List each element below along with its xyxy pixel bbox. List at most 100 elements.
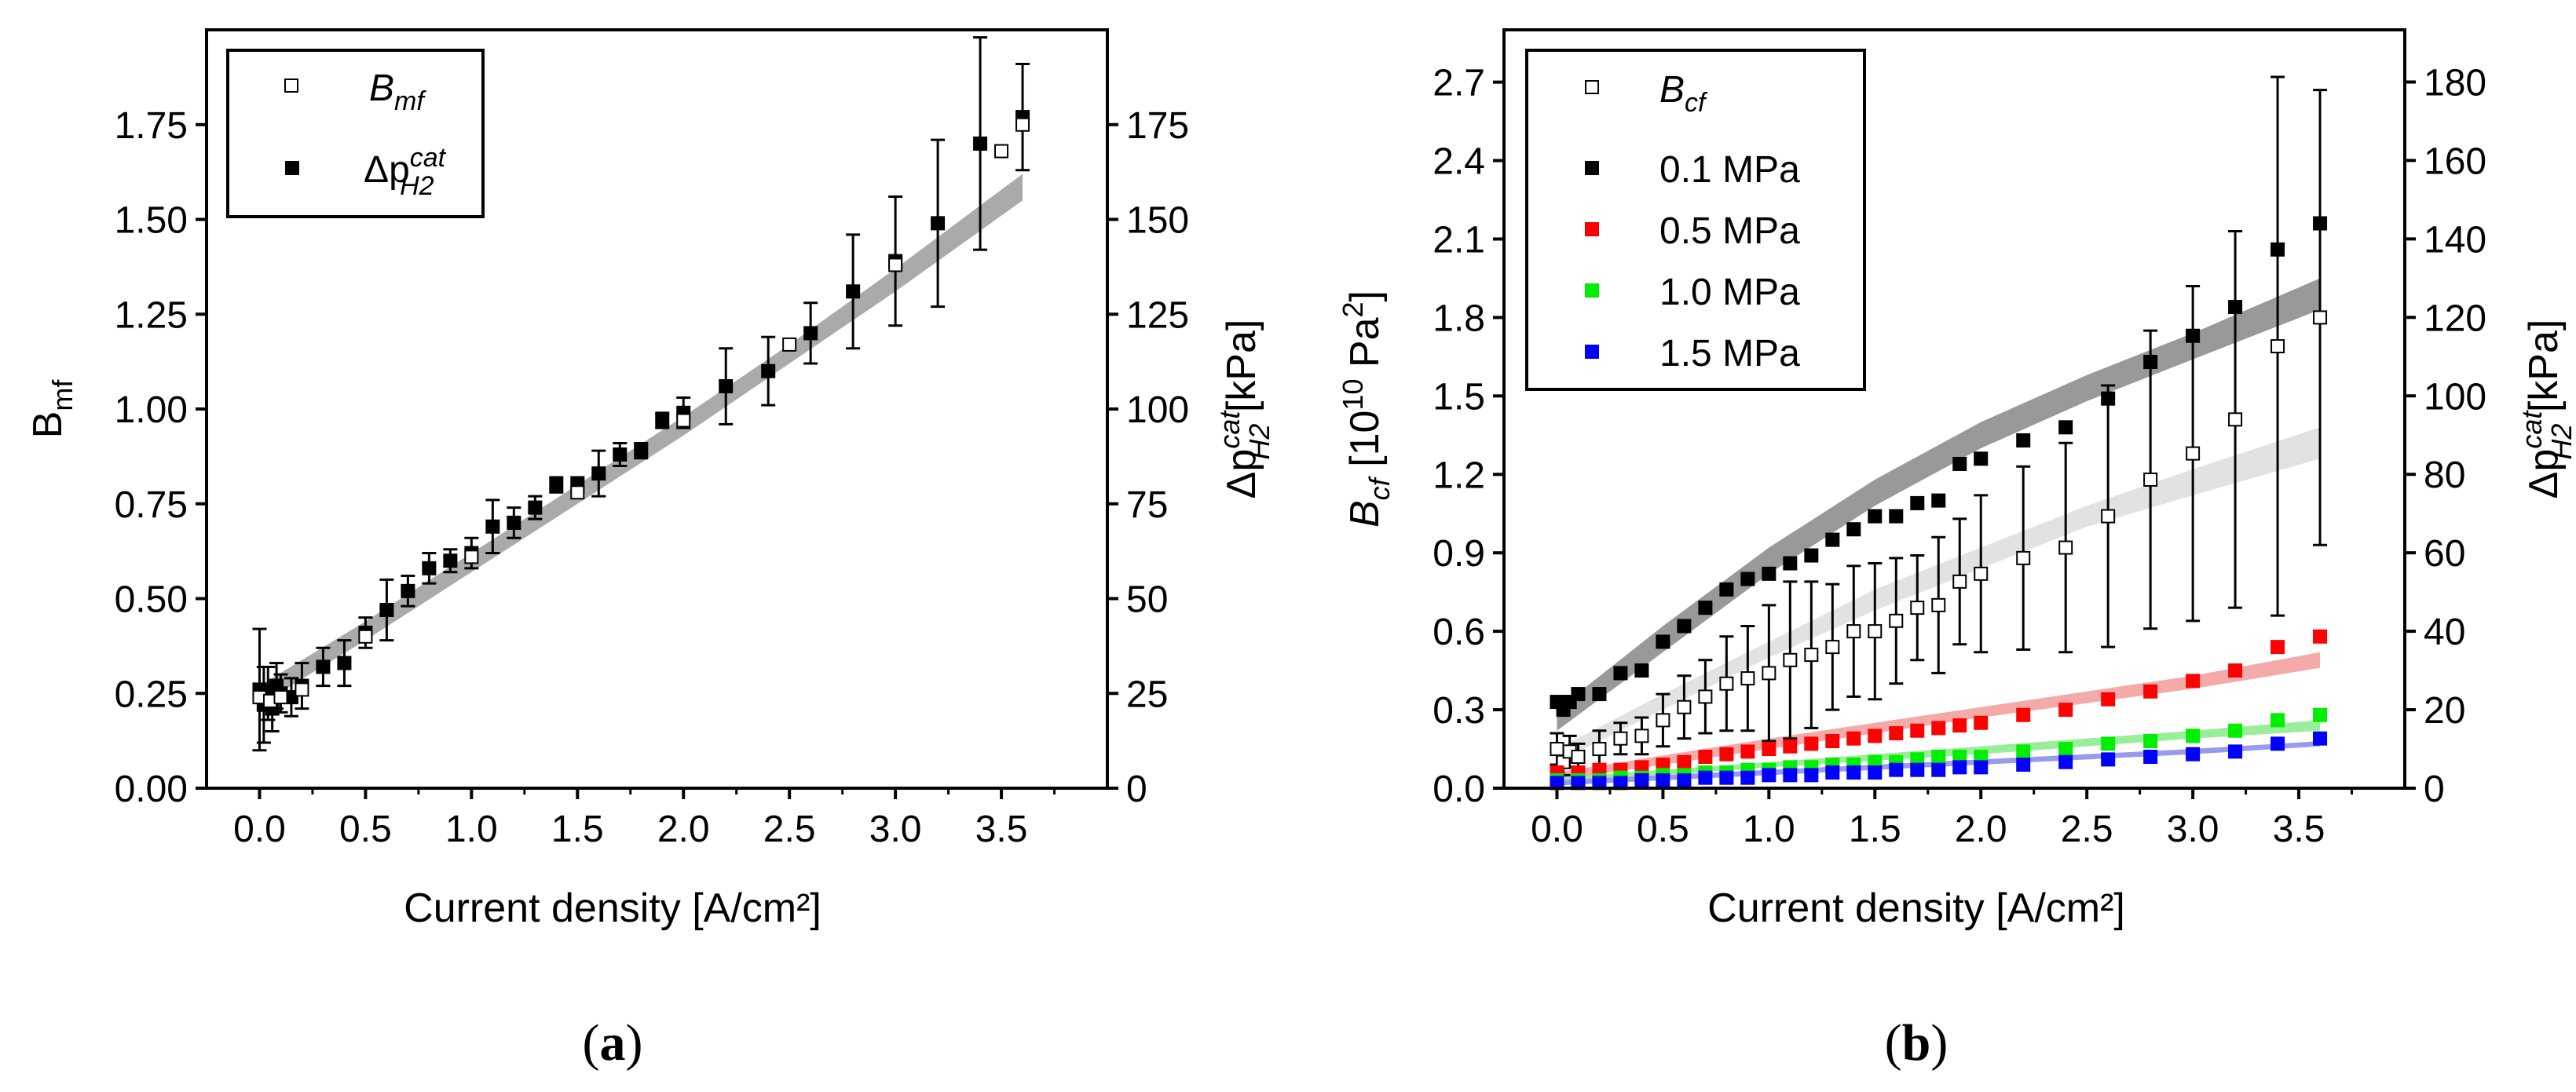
data-point [1889, 726, 1904, 741]
data-point-open [358, 629, 373, 644]
data-point [2058, 754, 2073, 769]
data-point [2016, 707, 2031, 722]
data-point [337, 656, 352, 670]
data-point-open [1719, 676, 1734, 691]
panel-b-y-axis-title: Bcf [1010 Pa2] [1337, 290, 1396, 528]
data-point-open [1804, 648, 1819, 663]
fit-band [1557, 278, 2321, 731]
data-point-open [1613, 731, 1628, 746]
data-point [2313, 629, 2328, 644]
data-point-open [1015, 117, 1030, 132]
data-point [2058, 420, 2073, 435]
data-point [1952, 456, 1967, 471]
panel-b-marks [1550, 75, 2328, 791]
data-point [2228, 744, 2243, 759]
data-point [1804, 768, 1819, 783]
data-point [1846, 522, 1861, 537]
data-point [401, 583, 415, 598]
data-point [1825, 532, 1840, 547]
data-point [1889, 762, 1904, 777]
panel-b-y-ticks: 0.0 0.3 0.6 0.9 1.2 1.5 1.8 2.1 2.4 2.7 [1433, 63, 1504, 810]
data-point [1656, 634, 1670, 649]
data-point-open [1677, 699, 1692, 714]
panel-a-x-ticks: 0.0 0.5 1.0 1.5 2.0 2.5 3.0 3.5 [233, 788, 1056, 850]
data-point [1783, 739, 1798, 754]
data-point-open [273, 690, 288, 705]
data-point [2228, 723, 2243, 738]
panel-b-legend-marker-bcf [1585, 80, 1599, 94]
y-tick-label: 1.00 [115, 389, 188, 431]
x-tick-label: 0.5 [1637, 809, 1689, 850]
data-point [1804, 548, 1819, 563]
data-point [2101, 752, 2116, 767]
data-point-open [1974, 566, 1989, 581]
data-point [1571, 776, 1586, 791]
panel-b-y2-ticks: 0 20 40 60 80 100 120 140 160 180 [2405, 62, 2486, 810]
data-point [1783, 768, 1798, 783]
data-point-open [2058, 540, 2073, 555]
x-tick-label: 2.0 [1955, 809, 2007, 850]
data-point-open [888, 257, 903, 272]
panel-a-legend-box [226, 49, 485, 218]
data-point [316, 659, 331, 674]
y-tick-label: 2.4 [1433, 141, 1485, 183]
data-point-open [676, 413, 691, 428]
x-tick-label: 1.5 [551, 809, 604, 850]
data-point [1910, 495, 1925, 510]
data-point-open [1868, 624, 1883, 639]
x-tick-label: 3.0 [2167, 809, 2219, 850]
data-point [1762, 768, 1776, 783]
data-point [1677, 754, 1692, 769]
y-tick-label: 1.2 [1433, 455, 1485, 496]
data-point [1634, 773, 1649, 788]
data-point [1762, 742, 1776, 757]
data-point [379, 602, 394, 617]
data-point [1762, 566, 1776, 581]
y2-tick-label: 50 [1126, 579, 1168, 621]
panel-a-bands [259, 173, 1023, 705]
data-point [2313, 216, 2328, 231]
panel-a-legend-label-dp: Δpcat H2 [364, 143, 447, 201]
y-tick-label: 0.25 [115, 674, 188, 715]
panel-b-legend-marker-01 [1585, 161, 1599, 175]
y-tick-label: 0.0 [1433, 769, 1485, 810]
y2-tick-label: 140 [2424, 219, 2486, 261]
data-point [1931, 493, 1946, 508]
y2-tick-label: 40 [2424, 612, 2465, 653]
panel-b-legend-marker-15 [1585, 345, 1599, 359]
data-point [634, 444, 649, 458]
data-point [973, 136, 988, 151]
data-point-open [1740, 671, 1755, 686]
data-point [2143, 734, 2158, 749]
data-point [528, 500, 543, 515]
data-point-open [1783, 652, 1798, 667]
data-point [2016, 758, 2031, 772]
data-point-open [1889, 613, 1904, 628]
y-tick-label: 0.9 [1433, 533, 1485, 575]
panel-a-y-ticks: 0.00 0.25 0.50 0.75 1.00 1.25 1.50 1.75 [115, 105, 207, 810]
data-point [1952, 718, 1967, 733]
y2-tick-label: 150 [1126, 200, 1189, 242]
data-point-open [1931, 597, 1946, 612]
x-tick-label: 3.5 [975, 809, 1028, 850]
data-point [1613, 666, 1628, 681]
data-point-open [782, 337, 797, 352]
data-point [1571, 687, 1586, 702]
panel-b-legend-label-10: 1.0 MPa [1659, 272, 1800, 313]
data-point [2270, 736, 2285, 751]
x-tick-label: 1.0 [445, 809, 498, 850]
data-point [1931, 721, 1946, 736]
data-point [931, 216, 946, 231]
y-tick-label: 0.00 [115, 769, 188, 810]
data-point-open [2313, 310, 2328, 325]
data-point [1825, 734, 1840, 749]
y2-tick-label: 0 [2424, 769, 2445, 810]
data-point [2143, 684, 2158, 699]
y2-tick-label: 160 [2424, 141, 2486, 182]
panel-a-y2-ticks: 0 25 50 75 100 125 150 175 [1107, 105, 1189, 810]
data-point [485, 519, 500, 534]
y-tick-label: 0.3 [1433, 690, 1485, 732]
y2-tick-label: 25 [1126, 674, 1168, 715]
data-point [1868, 509, 1883, 524]
data-point [2228, 663, 2243, 678]
